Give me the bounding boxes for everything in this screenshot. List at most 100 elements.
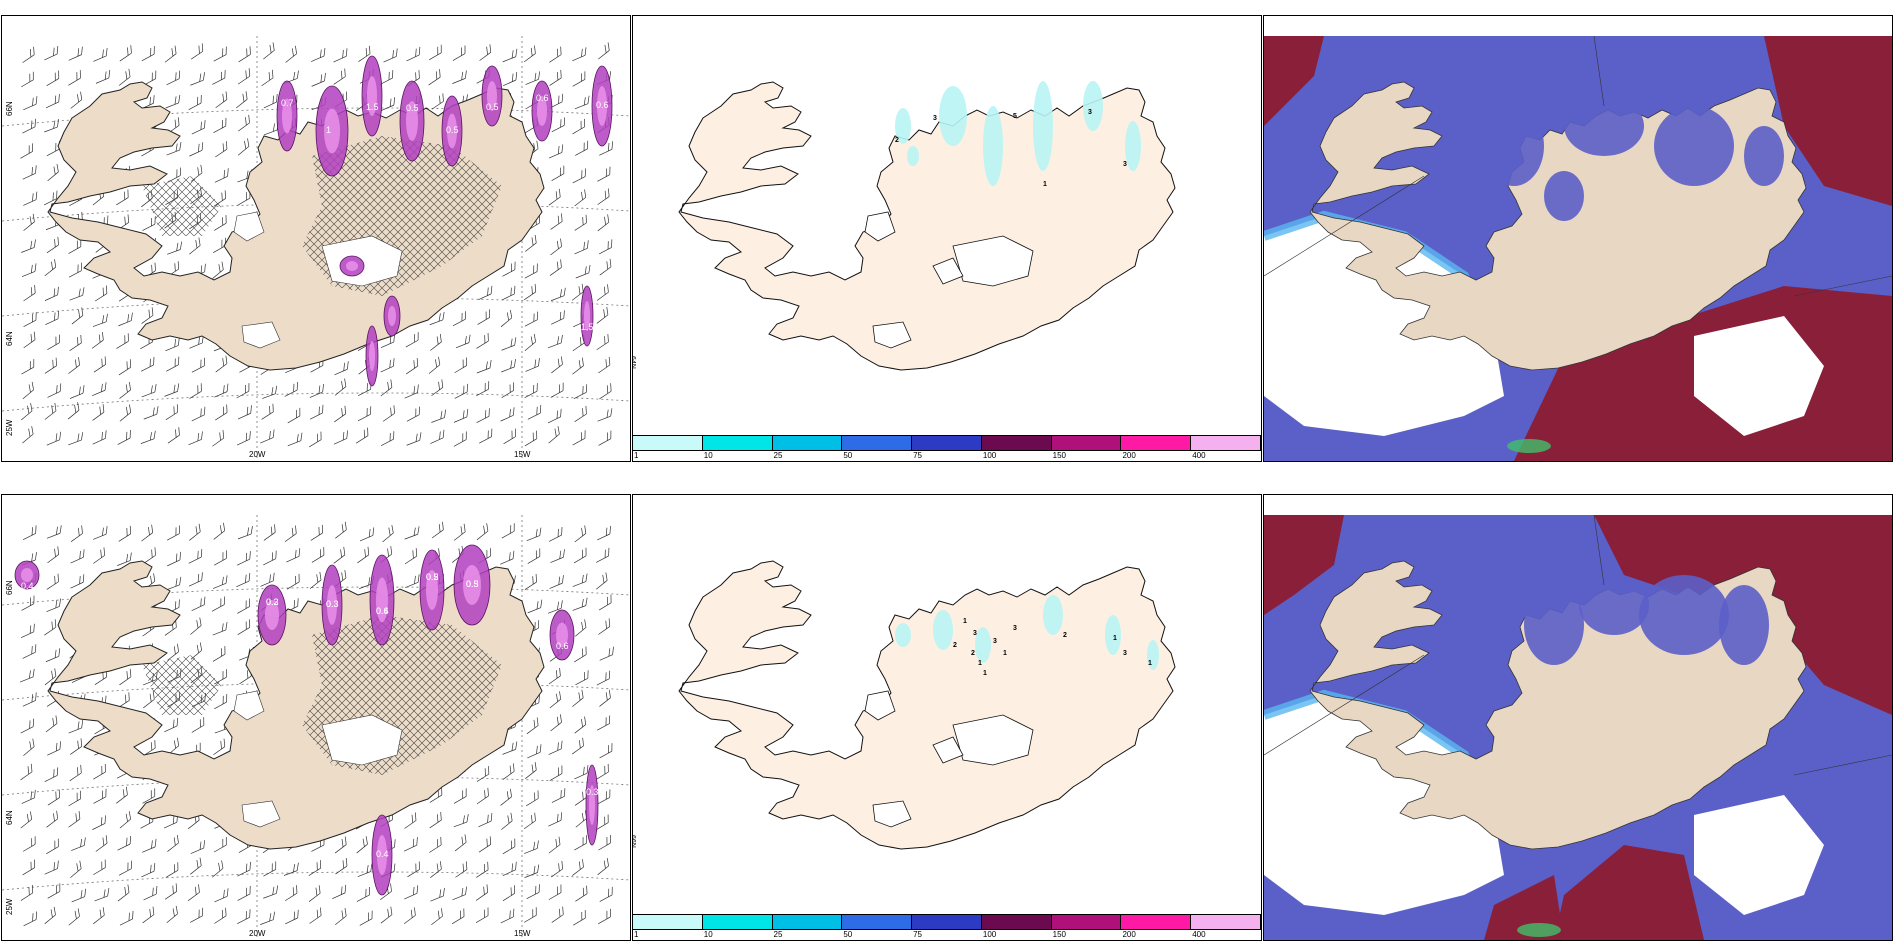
- wind-barb: [213, 522, 226, 540]
- wind-barb: [500, 407, 515, 422]
- wind-barb: [406, 432, 422, 446]
- wind-barb: [284, 381, 298, 397]
- wind-barb: [22, 118, 36, 134]
- colorbar-swatch: [772, 914, 843, 930]
- precip-value-label: 0.3: [466, 579, 479, 589]
- mid-cloud-over-land: [1744, 126, 1784, 186]
- wind-barb: [572, 47, 587, 62]
- precip-core: [282, 98, 292, 134]
- wind-barb: [572, 689, 584, 707]
- wind-barb: [92, 404, 105, 421]
- high-cloud-area: [1264, 36, 1324, 126]
- wind-barb: [68, 908, 80, 926]
- wind-barb: [285, 885, 298, 902]
- wind-barb: [311, 547, 325, 563]
- graticule-lat-line: [2, 202, 630, 222]
- wind-barb: [44, 402, 57, 420]
- wind-barb: [68, 357, 80, 374]
- colorbar-label: 200: [1122, 451, 1136, 460]
- colorbar-swatch: [1051, 914, 1122, 930]
- wind-barb: [165, 404, 178, 421]
- wind-barb: [548, 527, 563, 542]
- high-cloud-area: [1264, 515, 1344, 615]
- wind-barb: [21, 239, 36, 253]
- wind-barb: [549, 691, 562, 709]
- wind-barb: [263, 885, 279, 899]
- wind-barb: [380, 431, 395, 446]
- colorbar-label: 75: [913, 930, 923, 939]
- wind-barb: [119, 404, 132, 422]
- glacier: [952, 714, 1034, 766]
- wind-barb: [572, 118, 585, 135]
- wind-barb: [284, 525, 297, 543]
- precip-core: [589, 785, 595, 825]
- wind-barb: [527, 744, 542, 759]
- wind-barb: [549, 765, 563, 781]
- wind-barb: [237, 405, 252, 420]
- wind-barb: [212, 575, 228, 589]
- wind-barb: [21, 403, 33, 421]
- precip-patch: [1105, 615, 1121, 655]
- wind-barb: [476, 523, 489, 541]
- map-panel-uwc-cloud: [1263, 494, 1893, 941]
- wind-barb: [357, 863, 373, 877]
- wind-barb: [23, 96, 38, 111]
- precip-value-label: 1.5: [366, 102, 379, 112]
- wind-barb: [598, 834, 611, 851]
- precip-value-label: 0.6: [536, 93, 549, 103]
- wind-barb: [501, 337, 517, 351]
- wind-barb: [380, 97, 396, 111]
- wind-barb: [22, 692, 37, 707]
- wind-barb: [95, 835, 108, 852]
- map-panel-uwc-wind: 0.2 0.3 0.4 0.2 0.5 0.6 0.3 0.4 0.4 0.3 0.3 0.6 0.5 0…: [1, 494, 631, 941]
- colorbar-label: 10: [703, 451, 713, 460]
- glacier: [864, 690, 896, 721]
- wind-barb: [118, 860, 132, 876]
- wind-barb: [119, 811, 131, 829]
- wind-barb: [164, 883, 178, 900]
- wind-barb: [237, 885, 251, 901]
- wind-barb: [117, 884, 130, 902]
- wind-barb: [524, 311, 539, 327]
- wind-barb: [44, 119, 60, 133]
- wind-barb: [213, 550, 227, 566]
- latitude-label: 25W: [5, 419, 14, 436]
- map-panel-dmi-wind: 0.7 1 1.5 0.5 0.5 0.5 0.6 0.6 1.5 20W 15W 66N 64N 25W: [1, 15, 631, 462]
- wind-barb: [93, 859, 106, 876]
- wind-barb: [46, 598, 61, 612]
- wind-barb: [23, 331, 36, 349]
- wind-barb: [599, 689, 611, 707]
- wind-barb: [550, 287, 566, 302]
- wind-barb: [47, 741, 61, 756]
- precip-core: [327, 585, 337, 625]
- precip-core: [265, 600, 279, 630]
- wind-barb: [548, 188, 561, 206]
- wind-barb: [166, 356, 180, 372]
- wind-barb: [479, 44, 492, 61]
- wind-barb: [479, 428, 493, 444]
- wind-barb: [142, 906, 155, 924]
- latitude-label: 64N: [633, 356, 636, 369]
- wind-barb: [550, 382, 564, 398]
- wind-barb: [455, 334, 471, 349]
- wind-barb: [575, 140, 589, 156]
- wind-barb: [167, 643, 179, 661]
- wind-barb: [45, 310, 60, 325]
- wind-barb: [573, 910, 586, 926]
- colorbar-swatch: [1191, 435, 1261, 451]
- wind-barb: [191, 717, 205, 733]
- wind-barb: [478, 812, 493, 828]
- wind-barb: [237, 68, 251, 85]
- wind-barb: [550, 238, 562, 256]
- wind-barb: [598, 618, 611, 635]
- wind-barb: [310, 524, 323, 541]
- wind-barb: [454, 383, 468, 399]
- precip-core: [463, 565, 481, 605]
- wind-barb: [68, 238, 82, 254]
- map-canvas: 2 3 5 3 3 1 64N: [633, 81, 1176, 371]
- wind-barb: [572, 357, 584, 375]
- wind-barb: [214, 215, 227, 231]
- wind-barb: [93, 356, 106, 373]
- colorbar-label: 75: [913, 451, 923, 460]
- wind-barb: [44, 259, 57, 277]
